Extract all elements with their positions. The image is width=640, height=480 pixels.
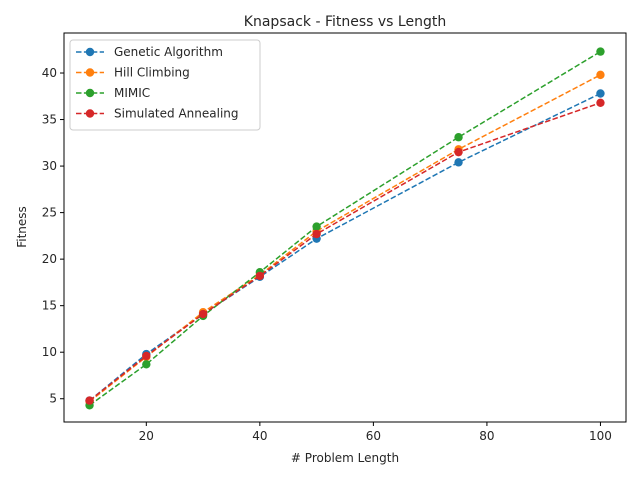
- legend: Genetic Algorithm Hill Climbing MIMIC Simul…: [69, 39, 261, 131]
- x-tick-label: 100: [589, 429, 612, 443]
- x-tick-label: 20: [139, 429, 154, 443]
- data-point: [596, 70, 605, 80]
- series-layer: [85, 47, 605, 410]
- legend-label: Genetic Algorithm: [114, 45, 223, 59]
- data-point: [454, 158, 463, 167]
- x-axis-label: # Problem Length: [291, 451, 399, 465]
- y-tick-label: 40: [42, 66, 57, 80]
- data-point: [142, 351, 151, 361]
- legend-marker: [85, 109, 95, 118]
- legend-label: Hill Climbing: [114, 66, 190, 80]
- legend-label: MIMIC: [114, 86, 150, 100]
- legend-marker: [85, 88, 95, 98]
- data-point: [85, 396, 94, 405]
- y-tick-label: 25: [42, 206, 57, 220]
- series-simulated-annealing: [85, 98, 605, 405]
- data-point: [454, 147, 463, 157]
- x-tick-label: 40: [252, 429, 267, 443]
- legend-label: Simulated Annealing: [114, 107, 239, 121]
- x-tick-label: 60: [366, 429, 381, 443]
- data-point: [596, 98, 605, 107]
- y-tick-label: 10: [42, 345, 57, 359]
- y-axis-ticks: 5 10 15 20 25 30 35 40: [42, 66, 64, 406]
- legend-marker: [85, 47, 95, 57]
- y-tick-label: 5: [49, 392, 57, 406]
- legend-marker: [85, 68, 95, 77]
- legend-item: Simulated Annealing: [76, 107, 239, 121]
- data-point: [596, 89, 605, 98]
- data-point: [596, 47, 605, 56]
- data-point: [312, 229, 321, 239]
- y-tick-label: 20: [42, 252, 57, 266]
- data-point: [454, 133, 463, 142]
- legend-item: Genetic Algorithm: [76, 45, 223, 59]
- data-point: [312, 222, 321, 231]
- legend-frame: [69, 39, 261, 131]
- x-axis-ticks: 20 40 60 80 100: [139, 422, 612, 443]
- y-tick-label: 30: [42, 159, 57, 173]
- legend-item: MIMIC: [76, 86, 150, 100]
- y-tick-label: 35: [42, 113, 57, 127]
- x-tick-label: 80: [479, 429, 494, 443]
- y-tick-label: 15: [42, 299, 57, 313]
- axes-frame: [63, 32, 627, 423]
- plot-area: [63, 32, 627, 423]
- y-axis-label: Fitness: [15, 206, 29, 248]
- chart-title: Knapsack - Fitness vs Length: [244, 14, 446, 30]
- data-point: [142, 360, 151, 369]
- data-point: [198, 309, 208, 319]
- legend-item: Hill Climbing: [76, 66, 190, 80]
- data-point: [255, 271, 265, 281]
